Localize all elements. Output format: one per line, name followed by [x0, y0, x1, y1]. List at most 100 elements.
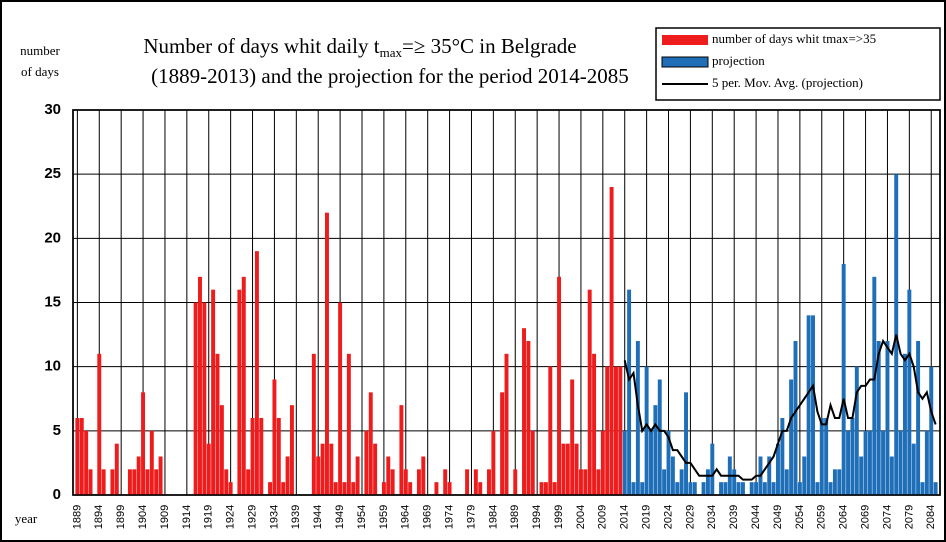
x-tick-label: 2064	[838, 505, 850, 529]
x-tick-label: 1974	[443, 505, 455, 529]
x-tick-label: 2009	[597, 505, 609, 529]
bar	[408, 482, 413, 495]
bar	[561, 443, 566, 495]
bar	[854, 366, 859, 495]
x-tick-label: 1994	[531, 505, 543, 529]
bar	[421, 456, 426, 495]
bar	[254, 251, 259, 495]
x-axis-label: year	[15, 511, 38, 526]
bar	[241, 276, 246, 495]
bar	[355, 456, 360, 495]
bar	[211, 289, 216, 495]
chart-subtitle: (1889-2013) and the projection for the p…	[151, 64, 629, 88]
bar	[797, 482, 802, 495]
bar	[684, 392, 689, 495]
x-tick-label: 1914	[181, 505, 193, 529]
bar	[206, 443, 211, 495]
bar	[316, 456, 321, 495]
bar	[447, 482, 452, 495]
bar	[911, 443, 916, 495]
bar	[605, 366, 610, 495]
bar	[789, 379, 794, 495]
x-tick-label: 2079	[903, 505, 915, 529]
bar	[640, 482, 645, 495]
bar	[692, 482, 697, 495]
bar	[587, 289, 592, 495]
bar	[272, 379, 277, 495]
y-axis-label: number	[20, 43, 60, 58]
bar	[539, 482, 544, 495]
bar	[132, 469, 137, 495]
bar	[578, 469, 583, 495]
bar	[666, 430, 671, 495]
x-tick-label: 2054	[794, 505, 806, 529]
x-tick-label: 2074	[881, 505, 893, 529]
legend-label: projection	[712, 53, 765, 68]
bar	[675, 482, 680, 495]
bar	[246, 469, 251, 495]
bar	[285, 456, 290, 495]
y-tick-label: 10	[44, 358, 61, 375]
bar	[780, 418, 785, 495]
x-tick-label: 2019	[641, 505, 653, 529]
bar	[662, 469, 667, 495]
bar	[491, 430, 496, 495]
bar	[259, 418, 264, 495]
bar	[631, 482, 636, 495]
bar	[289, 405, 294, 495]
plot-border	[72, 109, 941, 496]
x-tick-label: 1989	[509, 505, 521, 529]
bar	[701, 482, 706, 495]
bar	[924, 430, 929, 495]
bar	[198, 276, 202, 495]
x-tick-label: 1944	[312, 505, 324, 529]
bar	[504, 353, 509, 495]
bar	[574, 443, 579, 495]
bar	[97, 353, 102, 495]
bar	[526, 341, 531, 495]
bar	[487, 469, 491, 495]
bar	[381, 482, 386, 495]
bar	[819, 418, 824, 495]
bar	[657, 379, 662, 495]
x-tick-label: 2059	[816, 505, 828, 529]
bar	[145, 469, 150, 495]
legend-label: 5 per. Mov. Avg. (projection)	[712, 75, 863, 90]
legend: number of days whit tmax=>35 projection 5 …	[655, 27, 941, 101]
bar	[136, 456, 141, 495]
legend-swatch	[661, 56, 709, 68]
x-tick-label: 1984	[487, 505, 499, 529]
bar	[228, 482, 233, 495]
bar	[933, 482, 938, 495]
x-tick-label: 1999	[553, 505, 565, 529]
bar	[311, 353, 316, 495]
bar	[84, 430, 89, 495]
bar	[596, 469, 601, 495]
bar	[867, 430, 872, 495]
bar	[920, 482, 925, 495]
bar	[832, 469, 837, 495]
bar	[193, 302, 198, 495]
bar	[154, 469, 159, 495]
bar	[653, 405, 658, 495]
x-tick-label: 2084	[925, 505, 937, 529]
bar	[850, 418, 855, 495]
bar	[815, 482, 820, 495]
title-subscript: max	[380, 45, 403, 60]
bar	[837, 469, 842, 495]
bar	[320, 443, 325, 495]
bar	[806, 315, 811, 495]
bar	[329, 443, 334, 495]
bar	[101, 469, 106, 495]
bar	[557, 276, 562, 495]
bar	[754, 482, 759, 495]
bar	[548, 366, 553, 495]
bar	[202, 302, 207, 495]
bar	[876, 341, 881, 495]
bar	[929, 366, 934, 495]
y-tick-label: 30	[44, 101, 61, 118]
bar	[889, 456, 894, 495]
bar	[565, 443, 570, 495]
moving-average-line	[623, 334, 937, 481]
